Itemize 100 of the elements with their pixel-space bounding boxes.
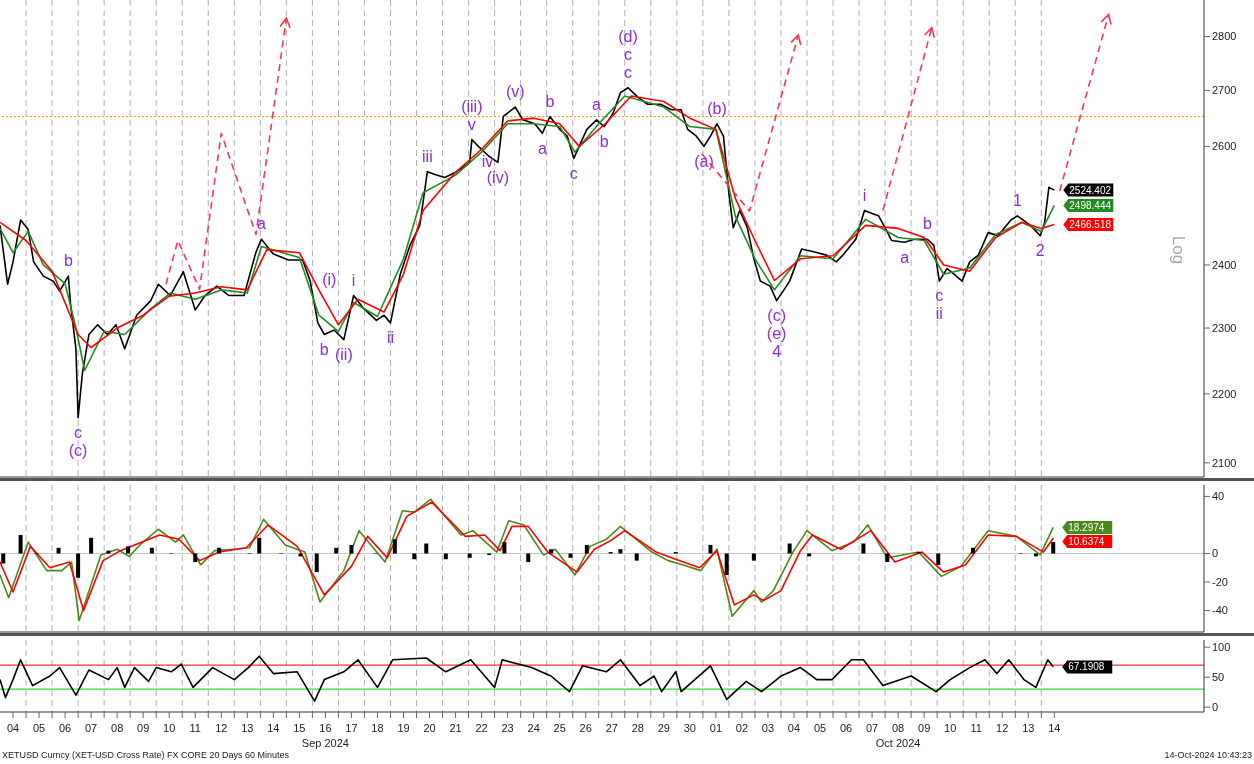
y-tick-label: -40 bbox=[1212, 604, 1228, 617]
x-tick-label: 06 bbox=[58, 722, 72, 734]
annotation: b bbox=[545, 92, 555, 110]
bar bbox=[314, 553, 319, 573]
bar bbox=[106, 550, 111, 554]
annotation: iv bbox=[481, 152, 494, 170]
annotation: (e) bbox=[766, 324, 787, 342]
x-tick-label: 25 bbox=[553, 722, 566, 734]
x-tick-label: 12 bbox=[996, 722, 1009, 734]
annotation: i bbox=[862, 186, 867, 204]
x-tick-label: 17 bbox=[345, 722, 358, 734]
annotation: c bbox=[74, 423, 83, 441]
bar bbox=[334, 547, 339, 554]
annotation: (c) bbox=[68, 441, 88, 459]
bar bbox=[349, 544, 354, 554]
y-tick-label: 2300 bbox=[1212, 321, 1237, 334]
annotation: v bbox=[467, 115, 476, 133]
annotation: b bbox=[63, 252, 73, 270]
y-tick-label: 0 bbox=[1212, 701, 1219, 714]
bar bbox=[568, 553, 573, 558]
x-tick-label: 13 bbox=[1022, 722, 1035, 734]
x-tick-label: 11 bbox=[189, 722, 201, 734]
annotation: a bbox=[900, 248, 910, 266]
annotation: (a) bbox=[694, 152, 714, 170]
annotation: c bbox=[624, 45, 633, 63]
y-tick-label: 40 bbox=[1212, 490, 1225, 503]
x-tick-label: 20 bbox=[423, 722, 436, 734]
x-tick-label: 11 bbox=[970, 722, 982, 734]
y-tick-label: -20 bbox=[1212, 575, 1228, 588]
annotation: a bbox=[537, 139, 547, 157]
x-tick-label: 09 bbox=[918, 722, 931, 734]
y-tick-label: 0 bbox=[1212, 547, 1219, 560]
y-tick-label: 2700 bbox=[1212, 84, 1237, 97]
x-tick-label: 14 bbox=[1048, 722, 1061, 734]
bar bbox=[1, 553, 6, 564]
x-tick-label: 05 bbox=[32, 722, 46, 734]
line-series bbox=[0, 655, 1055, 702]
x-tick-label: 26 bbox=[579, 722, 592, 734]
y-tick-label: 2600 bbox=[1212, 140, 1237, 153]
annotation: c bbox=[935, 287, 944, 305]
annotation: c bbox=[624, 63, 633, 81]
annotation: 2 bbox=[1035, 241, 1045, 259]
x-tick-label: 10 bbox=[163, 722, 176, 734]
bar bbox=[392, 539, 397, 554]
x-tick-label: 12 bbox=[215, 722, 228, 734]
bar bbox=[936, 553, 941, 565]
annotation: i bbox=[351, 271, 356, 289]
data-label: 18.2974 bbox=[1068, 521, 1105, 533]
x-tick-label: 09 bbox=[137, 722, 150, 734]
x-tick-label: 08 bbox=[111, 722, 124, 734]
bar bbox=[751, 553, 756, 561]
y-tick-label: 2400 bbox=[1212, 258, 1237, 271]
bar bbox=[724, 553, 729, 575]
data-label: 2498.444 bbox=[1069, 199, 1112, 211]
annotation: a bbox=[256, 215, 266, 233]
annotation: Log bbox=[1168, 235, 1189, 265]
text: 14-Oct-2024 10:43:23 bbox=[1164, 750, 1252, 762]
bar bbox=[861, 543, 866, 554]
annotation: 4 bbox=[772, 342, 782, 360]
annotation: (d) bbox=[618, 27, 638, 45]
annotation: ii bbox=[935, 305, 943, 323]
x-tick-label: 04 bbox=[6, 722, 20, 734]
y-tick-label: 2200 bbox=[1212, 387, 1237, 400]
y-tick-label: 50 bbox=[1212, 671, 1225, 684]
bar bbox=[634, 553, 639, 561]
y-tick-label: 2800 bbox=[1212, 30, 1237, 43]
x-tick-label: 04 bbox=[787, 722, 801, 734]
x-tick-label: 18 bbox=[371, 722, 384, 734]
data-label: 67.1908 bbox=[1068, 661, 1105, 673]
y-tick-label: 2100 bbox=[1212, 456, 1237, 469]
bar bbox=[217, 547, 222, 554]
x-tick-label: 02 bbox=[735, 722, 749, 734]
annotation: (v) bbox=[505, 83, 525, 101]
bar bbox=[257, 537, 262, 554]
x-tick-label: 24 bbox=[527, 722, 540, 734]
bar bbox=[424, 543, 429, 554]
annotation: 1 bbox=[1012, 192, 1022, 210]
bar bbox=[708, 544, 713, 554]
bar bbox=[149, 547, 154, 554]
x-tick-label: 15 bbox=[293, 722, 306, 734]
bar bbox=[18, 534, 23, 554]
bar bbox=[502, 542, 507, 554]
annotation: (c) bbox=[767, 306, 786, 324]
data-label: 2466.518 bbox=[1069, 218, 1112, 230]
bar bbox=[584, 544, 589, 554]
x-tick-label: 21 bbox=[449, 722, 462, 734]
data-label: 2524.402 bbox=[1069, 184, 1112, 196]
bar bbox=[549, 549, 554, 554]
x-tick-label: 07 bbox=[84, 722, 98, 734]
x-tick-label: 03 bbox=[761, 722, 775, 734]
y-tick-label: 100 bbox=[1212, 641, 1231, 654]
bar bbox=[526, 553, 531, 563]
bar bbox=[1051, 542, 1056, 554]
annotation: a bbox=[592, 96, 602, 114]
data-label: 10.6374 bbox=[1068, 535, 1105, 547]
annotation: (iii) bbox=[461, 97, 483, 115]
annotation: ii bbox=[386, 329, 395, 347]
bar bbox=[193, 553, 198, 563]
x-tick-label: 13 bbox=[241, 722, 254, 734]
annotation: c bbox=[569, 164, 578, 182]
